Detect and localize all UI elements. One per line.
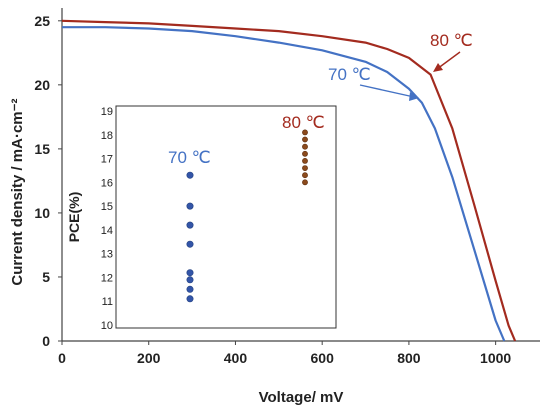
inset-y-tick-label: 13 (101, 249, 113, 261)
inset-point-70c (186, 295, 194, 303)
arrowhead-80c (433, 63, 443, 72)
x-axis-title: Voltage/ mV (259, 389, 344, 406)
inset-point-70c (186, 221, 194, 229)
inset-label-70c: 70 ℃ (168, 148, 211, 167)
x-tick-label: 600 (311, 350, 335, 366)
inset-point-70c (186, 240, 194, 248)
inset-plot: 10 11 12 13 14 15 16 17 18 19 PCE(%) (66, 105, 337, 332)
inset-point-70c (186, 269, 194, 277)
inset-y-tick-label: 17 (101, 154, 113, 166)
x-tick-label: 1000 (480, 350, 511, 366)
y-tick-label: 5 (42, 269, 50, 285)
inset-y-tick-label: 16 (101, 177, 113, 189)
inset-y-tick-label: 14 (101, 225, 113, 237)
main-plot: 0 200 400 600 800 1000 0 5 10 15 20 25 Voltage/ mV… (9, 8, 540, 406)
y-tick-label: 20 (34, 77, 50, 93)
arrow-70c (359, 84, 415, 98)
annotation-80c: 80 ℃ (430, 31, 473, 50)
inset-frame (115, 105, 337, 329)
y-tick-labels: 0 5 10 15 20 25 (34, 13, 62, 349)
x-tick-label: 0 (58, 350, 66, 366)
y-tick-label: 10 (34, 205, 50, 221)
inset-y-axis-title: PCE(%) (66, 192, 82, 243)
inset-tick-labels: 10 11 12 13 14 15 16 17 18 19 (101, 106, 113, 332)
main-series (61, 19, 517, 342)
annotations: 80 ℃ 70 ℃ 70 ℃ 80 ℃ (168, 31, 473, 167)
x-tick-label: 400 (224, 350, 248, 366)
annotation-70c: 70 ℃ (328, 65, 371, 84)
inset-y-tick-label: 18 (101, 130, 113, 142)
inset-point-70c (186, 202, 194, 210)
inset-point-70c (186, 171, 194, 179)
y-axis-title: Current density / mA·cm⁻² (9, 98, 26, 285)
inset-point-80c (302, 157, 308, 164)
inset-y-tick-label: 11 (102, 296, 113, 308)
x-tick-label: 800 (397, 350, 421, 366)
inset-y-tick-label: 12 (101, 272, 113, 284)
y-tick-label: 15 (34, 141, 50, 157)
series-line-70c (62, 26, 506, 342)
series-line-80c (61, 19, 517, 342)
inset-point-80c (302, 129, 308, 136)
x-tick-label: 200 (137, 350, 161, 366)
inset-points (186, 129, 308, 303)
inset-y-tick-label: 10 (101, 320, 113, 332)
x-tick-labels: 0 200 400 600 800 1000 (58, 341, 511, 366)
inset-point-70c (186, 276, 194, 284)
inset-y-tick-label: 19 (101, 106, 113, 118)
arrowhead-70c (409, 92, 419, 101)
y-tick-label: 0 (42, 333, 50, 349)
inset-point-80c (302, 150, 308, 157)
inset-point-80c (302, 179, 308, 186)
inset-y-tick-label: 15 (101, 201, 113, 213)
inset-point-80c (302, 172, 308, 179)
inset-point-70c (186, 285, 194, 293)
y-tick-label: 25 (34, 13, 50, 29)
inset-point-80c (302, 136, 308, 143)
inset-point-80c (302, 143, 308, 150)
arrow-80c (436, 51, 461, 70)
inset-label-80c: 80 ℃ (282, 113, 325, 132)
inset-point-80c (302, 165, 308, 171)
